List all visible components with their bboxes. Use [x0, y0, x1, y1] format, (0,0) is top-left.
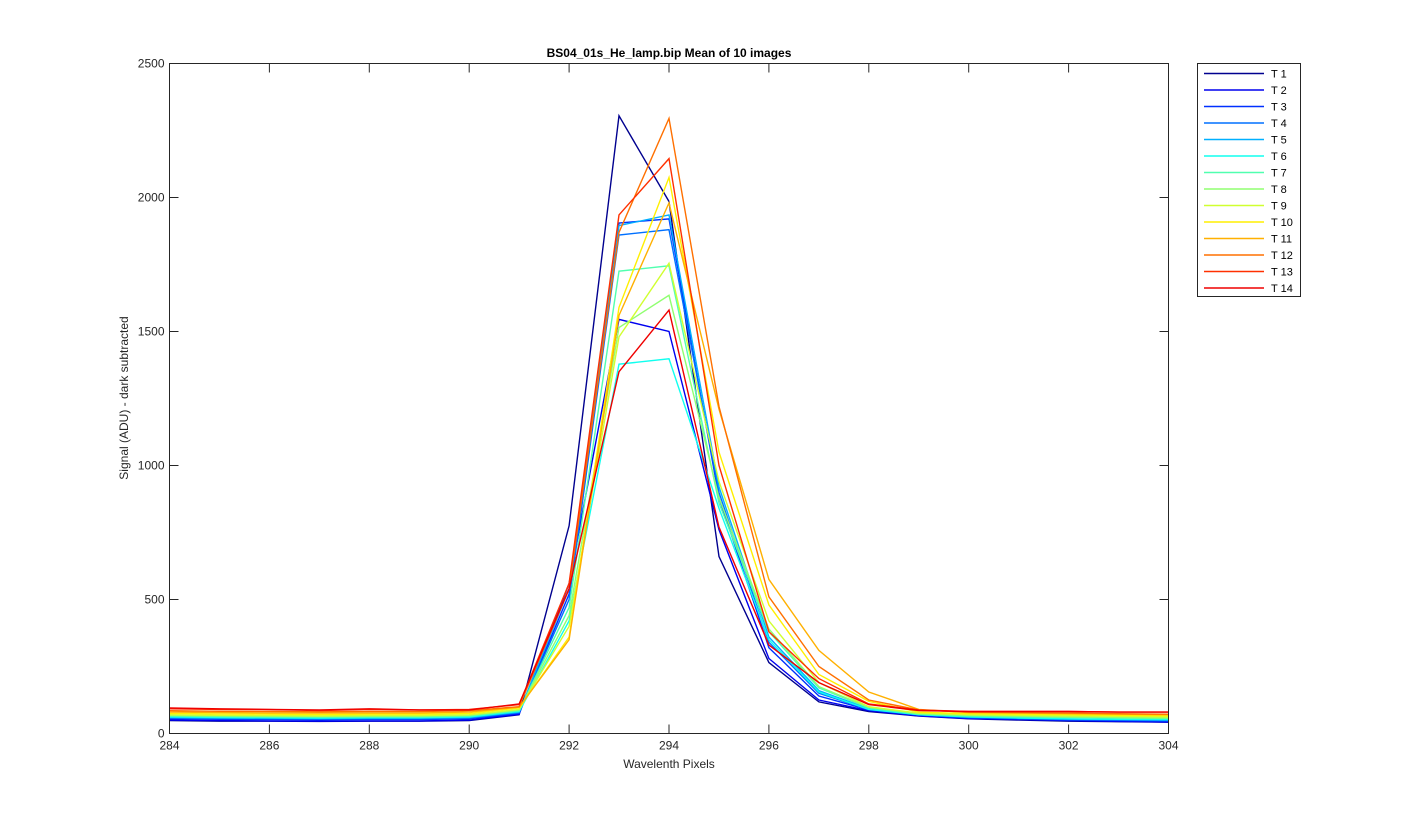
y-tick-label: 2500 [138, 57, 165, 71]
series-line-3 [169, 218, 1169, 722]
series-line-5 [169, 214, 1169, 721]
legend-label: T 12 [1271, 250, 1293, 262]
y-tick-label: 500 [144, 593, 164, 607]
legend-box [1197, 63, 1301, 297]
x-tick-label: 286 [259, 739, 279, 753]
legend-label: T 1 [1271, 69, 1287, 81]
x-axis: 284 286 288 290 292 294 296 298 300 302 304 [159, 63, 1179, 753]
y-tick-label: 1500 [138, 325, 165, 339]
x-tick-label: 292 [559, 739, 579, 753]
chart-title: BS04_01s_He_lamp.bip Mean of 10 images [547, 46, 792, 60]
legend-items: T 1 T 2 T 3 T 4 T 5 T 6 T 7 T 8 T 9 T 10 T 11 T 12 T… [1204, 69, 1293, 295]
legend-label: T 10 [1271, 217, 1293, 229]
y-tick-label: 0 [158, 727, 165, 741]
x-tick-label: 284 [159, 739, 179, 753]
legend-label: T 13 [1271, 267, 1293, 279]
y-axis-label: Signal (ADU) - dark subtracted [117, 316, 131, 479]
legend-label: T 9 [1271, 201, 1287, 213]
series-line-13 [169, 157, 1169, 713]
y-axis: 0 500 1000 1500 2000 2500 [138, 57, 1169, 741]
legend-label: T 14 [1271, 283, 1293, 295]
x-tick-label: 300 [959, 739, 979, 753]
series-line-1 [169, 113, 1169, 723]
legend-label: T 4 [1271, 118, 1287, 130]
legend-label: T 8 [1271, 184, 1287, 196]
legend-label: T 2 [1271, 85, 1287, 97]
x-tick-label: 294 [659, 739, 679, 753]
y-tick-label: 1000 [138, 459, 165, 473]
series-line-14 [169, 308, 1169, 713]
legend-label: T 3 [1271, 102, 1287, 114]
series-line-9 [169, 261, 1169, 718]
plot-frame [169, 63, 1169, 734]
series-line-6 [169, 358, 1169, 721]
x-tick-label: 296 [759, 739, 779, 753]
y-tick-label: 2000 [138, 191, 165, 205]
x-axis-label: Wavelenth Pixels [623, 757, 715, 771]
series-line-11 [169, 200, 1169, 716]
x-tick-label: 290 [459, 739, 479, 753]
plot-lines [169, 113, 1169, 723]
legend-label: T 5 [1271, 135, 1287, 147]
x-tick-label: 304 [1158, 739, 1178, 753]
legend-label: T 7 [1271, 168, 1287, 180]
legend-label: T 6 [1271, 151, 1287, 163]
series-line-12 [169, 115, 1169, 715]
series-line-2 [169, 318, 1169, 723]
legend-label: T 11 [1271, 234, 1292, 246]
legend: T 1 T 2 T 3 T 4 T 5 T 6 T 7 T 8 T 9 T 10 T 11 T 12 T… [1197, 63, 1301, 297]
x-tick-label: 298 [859, 739, 879, 753]
x-tick-label: 288 [359, 739, 379, 753]
series-line-10 [169, 174, 1169, 717]
series-line-4 [169, 228, 1169, 722]
x-tick-label: 302 [1059, 739, 1079, 753]
